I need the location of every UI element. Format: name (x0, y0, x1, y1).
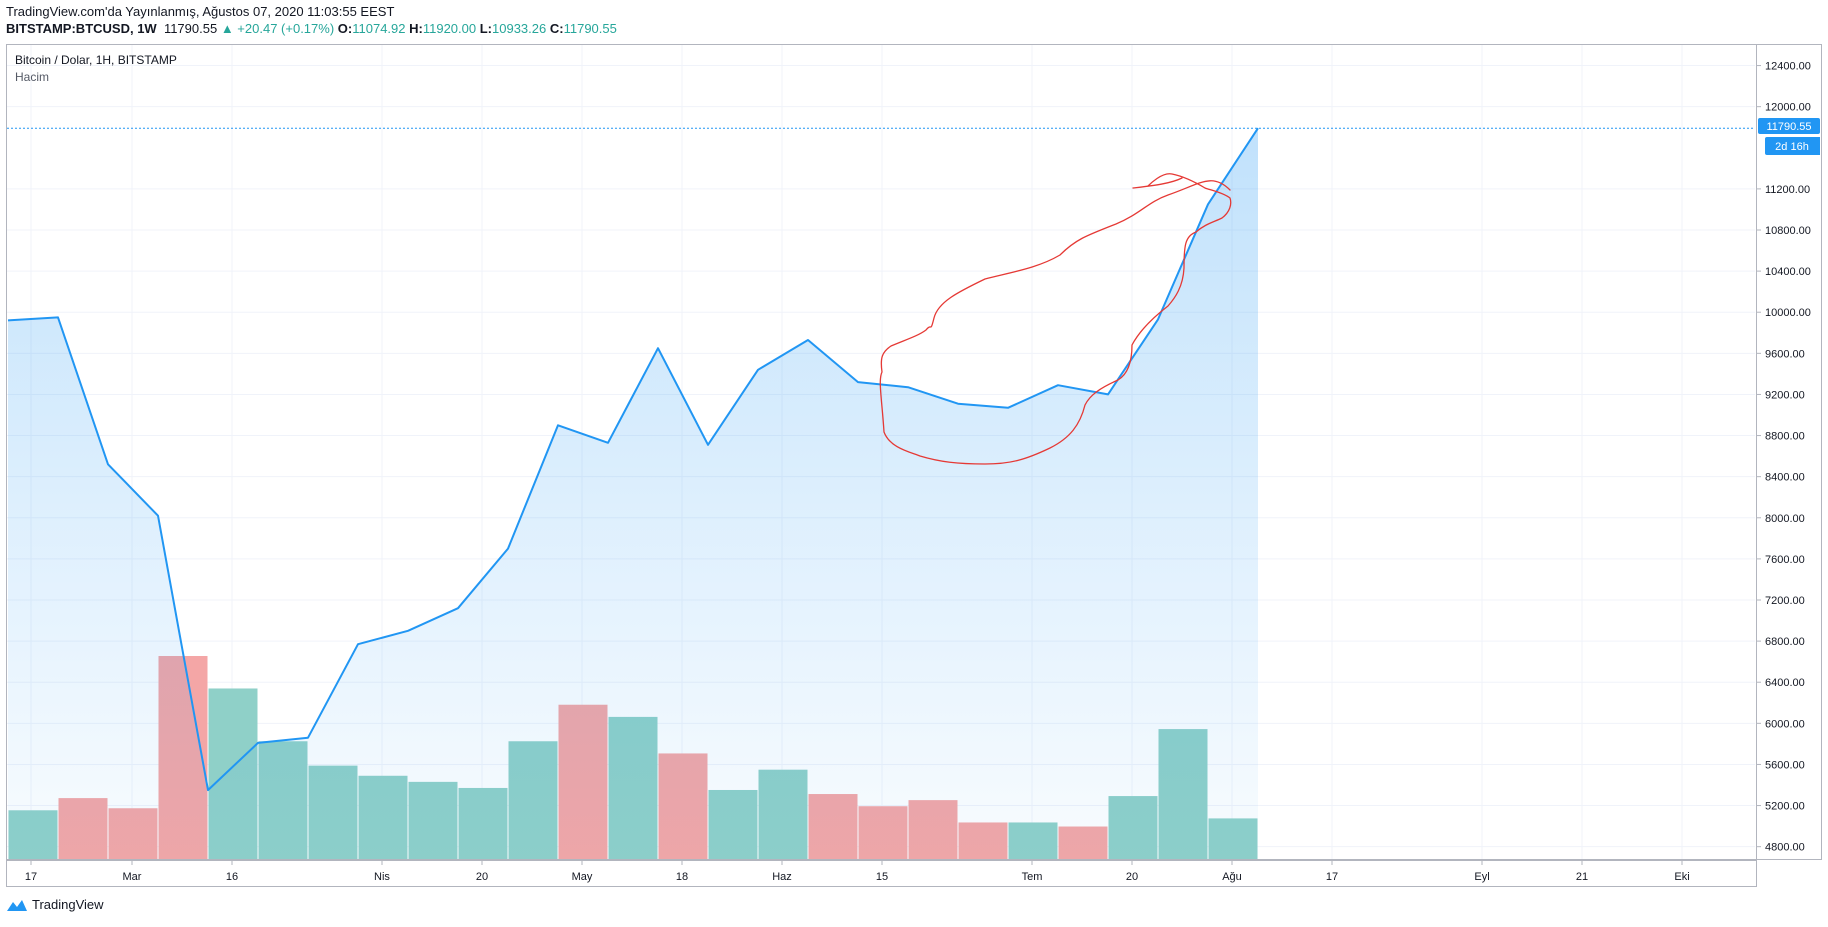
y-tick-label: 8400.00 (1765, 472, 1805, 484)
high-label: H: (409, 21, 423, 36)
footer-brand[interactable]: TradingView (6, 897, 104, 912)
tradingview-logo-icon (7, 899, 27, 911)
x-tick-label: Eki (1674, 871, 1689, 883)
y-tick-label: 7200.00 (1765, 595, 1805, 607)
low-value: 10933.26 (492, 21, 547, 36)
y-tick-label: 9200.00 (1765, 389, 1805, 401)
x-tick-label: Haz (772, 871, 792, 883)
last-price-badge-text: 11790.55 (1766, 121, 1811, 133)
last-price-badge (1758, 118, 1820, 134)
y-tick-label: 7600.00 (1765, 554, 1805, 566)
x-tick-label: May (572, 871, 593, 883)
x-tick-label: 17 (25, 871, 37, 883)
y-tick-label: 10000.00 (1765, 307, 1811, 319)
y-tick-label: 6400.00 (1765, 677, 1805, 689)
freehand-loop (879, 173, 1232, 465)
x-tick-label: 17 (1326, 871, 1338, 883)
open-label: O: (337, 21, 353, 36)
y-tick-label: 12400.00 (1765, 61, 1811, 73)
x-tick-label: 21 (1576, 871, 1588, 883)
legend-volume[interactable]: Hacim (15, 70, 49, 84)
last-price: 11790.55 (163, 21, 218, 36)
x-tick-label: 16 (226, 871, 238, 883)
close-value: 11790.55 (563, 21, 617, 36)
x-tick-label: Mar (123, 871, 142, 883)
y-tick-label: 4800.00 (1765, 842, 1805, 854)
time-axis: 17 Mar 16 Nis 20 May 18 Haz 15 Tem 20 Ağu 17 Eyl 21 Eki (25, 860, 1690, 883)
y-tick-label: 6000.00 (1765, 718, 1805, 730)
countdown-badge-text: 2d 16h (1775, 141, 1809, 153)
x-tick-label: Eyl (1474, 871, 1489, 883)
price-area-fill (8, 128, 1258, 859)
y-tick-label: 5600.00 (1765, 759, 1805, 771)
symbol-label[interactable]: BITSTAMP:BTCUSD, 1W (6, 21, 157, 36)
high-value: 11920.00 (422, 21, 477, 36)
y-tick-label: 11200.00 (1765, 184, 1810, 196)
countdown-badge-bg (1765, 137, 1820, 155)
price-change: ▲ +20.47 (+0.17%) (220, 21, 335, 36)
x-tick-label: 18 (676, 871, 688, 883)
x-tick-label: Nis (374, 871, 390, 883)
low-label: L: (479, 21, 493, 36)
y-tick-label: 5200.00 (1765, 801, 1805, 813)
footer-brand-label: TradingView (32, 897, 104, 912)
legend-title[interactable]: Bitcoin / Dolar, 1H, BITSTAMP (15, 53, 177, 67)
price-line (7, 127, 1259, 792)
y-tick-label: 10400.00 (1765, 266, 1811, 278)
y-tick-label: 9600.00 (1765, 348, 1805, 360)
x-tick-label: Tem (1022, 871, 1043, 883)
hand-drawn-annotation (879, 173, 1232, 465)
y-tick-label: 10800.00 (1765, 225, 1811, 237)
x-tick-label: 15 (876, 871, 888, 883)
x-tick-label: Ağu (1222, 871, 1242, 883)
y-tick-label: 8800.00 (1765, 431, 1805, 443)
y-tick-label: 12000.00 (1765, 102, 1811, 114)
open-value: 11074.92 (352, 21, 406, 36)
published-info: TradingView.com'da Yayınlanmış, Ağustos … (6, 4, 395, 19)
freehand-stroke (1132, 177, 1183, 189)
symbol-info-bar: BITSTAMP:BTCUSD, 1W 11790.55 ▲ +20.47 (+… (6, 21, 617, 36)
y-tick-label: 8000.00 (1765, 513, 1805, 525)
price-scale-box[interactable] (1756, 44, 1822, 860)
x-tick-label: 20 (1126, 871, 1138, 883)
y-tick-label: 6800.00 (1765, 636, 1805, 648)
x-tick-label: 20 (476, 871, 488, 883)
price-axis: 12400.00 12000.00 11200.00 10800.00 10400.00… (1756, 61, 1811, 854)
close-label: C: (549, 21, 564, 36)
